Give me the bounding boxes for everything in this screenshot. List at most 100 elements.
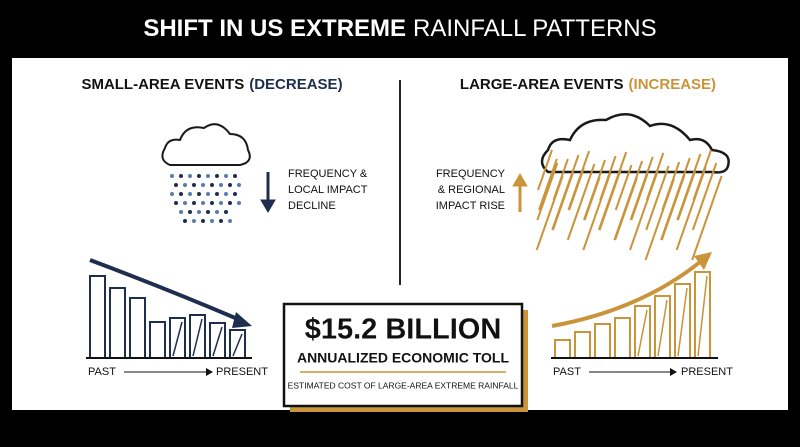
bar-hatch: [232, 333, 243, 357]
rain-dot: [183, 219, 187, 223]
rain-dot: [210, 201, 214, 205]
rain-streak: [597, 151, 628, 231]
note-line: & REGIONAL: [438, 184, 505, 196]
rain-streak: [536, 162, 559, 221]
rain-streak: [645, 152, 665, 201]
rain-dot: [179, 210, 183, 214]
note-line: DECLINE: [288, 200, 336, 212]
right-heading: LARGE-AREA EVENTS (INCREASE): [460, 76, 716, 93]
illustration-bar: [574, 331, 591, 359]
rain-dot: [219, 201, 223, 205]
illustration-bar: [554, 339, 571, 359]
rain-streak: [599, 155, 617, 201]
rain-dot: [170, 192, 174, 196]
rain-streak: [660, 157, 691, 241]
rain-dot: [219, 183, 223, 187]
rain-dot: [210, 183, 214, 187]
rain-streak: [566, 163, 596, 241]
rain-streak: [538, 158, 558, 211]
down-arrow: [260, 172, 276, 213]
rain-lines: [535, 149, 723, 261]
rain-dot: [219, 219, 223, 223]
heading: LARGE-AREA EVENTS: [460, 76, 624, 93]
bar-hatch: [697, 275, 708, 357]
note-line: IMPACT RISE: [436, 200, 505, 212]
axis-arrow-head: [206, 368, 213, 376]
rain-dot: [224, 192, 228, 196]
trend-arrow-head: [694, 252, 712, 270]
illustration-bar: [129, 297, 146, 359]
rain-dot: [174, 201, 178, 205]
rain-dot: [201, 219, 205, 223]
rain-dot: [210, 219, 214, 223]
rain-dot: [197, 210, 201, 214]
rain-streak: [676, 153, 702, 221]
illustration-bar: [594, 323, 611, 359]
small-cloud: [161, 123, 251, 166]
axis-start: PAST: [553, 366, 581, 378]
rain-streak: [614, 164, 633, 211]
rain-dot: [201, 183, 205, 187]
rain-streak: [551, 154, 580, 231]
bar-hatch: [172, 321, 183, 357]
right-bars: [551, 271, 718, 359]
rain-dot: [201, 201, 205, 205]
title-light: RAINFALL PATTERNS: [413, 15, 657, 42]
rain-dot: [237, 201, 241, 205]
note-line: FREQUENCY &: [288, 168, 368, 180]
bar-hatch: [677, 287, 688, 357]
left-note: FREQUENCY & LOCAL IMPACT DECLINE: [288, 168, 368, 212]
bar-hatch: [657, 299, 668, 357]
rain-dot: [183, 201, 187, 205]
trend-arrow: [551, 260, 702, 328]
rain-streak: [691, 175, 723, 261]
rain-dot: [224, 174, 228, 178]
illustration-bar: [109, 287, 126, 359]
bar-hatch: [192, 318, 203, 357]
trend-arrow-head: [232, 312, 252, 328]
rain-dot: [215, 192, 219, 196]
right-note: FREQUENCY & REGIONAL IMPACT RISE: [436, 168, 506, 212]
rain-streak: [691, 162, 718, 231]
rain-streak: [661, 161, 681, 211]
rain-streak: [567, 150, 591, 211]
rain-dots: [170, 174, 241, 223]
rain-dot: [188, 210, 192, 214]
callout-box: [282, 302, 524, 408]
up-arrow: [512, 173, 528, 212]
rain-dot: [215, 210, 219, 214]
left-bars: [86, 275, 252, 359]
axis-end: PRESENT: [681, 366, 733, 378]
rain-dot: [192, 219, 196, 223]
axis-arrow-head: [670, 368, 677, 376]
axis-end: PRESENT: [216, 366, 268, 378]
rain-dot: [179, 192, 183, 196]
rain-dot: [233, 192, 237, 196]
heading-tag: (DECREASE): [249, 76, 342, 93]
rain-dot: [188, 174, 192, 178]
callout-label: ANNUALIZED ECONOMIC TOLL: [297, 350, 510, 366]
rain-dot: [170, 174, 174, 178]
rain-streak: [629, 156, 654, 221]
rain-dot: [215, 174, 219, 178]
rain-streak: [645, 165, 670, 231]
rain-dot: [206, 174, 210, 178]
rain-dot: [192, 201, 196, 205]
bar-hatch: [637, 309, 648, 357]
callout-amount: $15.2 BILLION: [305, 314, 502, 346]
title-bold: SHIFT IN US EXTREME: [143, 15, 406, 42]
rain-dot: [228, 201, 232, 205]
trend-arrow: [89, 258, 241, 322]
rain-dot: [233, 174, 237, 178]
rain-dot: [224, 210, 228, 214]
illustration-bar: [89, 275, 106, 359]
rain-dot: [183, 183, 187, 187]
rain-dot: [197, 192, 201, 196]
rain-streak: [692, 149, 712, 201]
rain-dot: [179, 174, 183, 178]
rain-dot: [192, 183, 196, 187]
rain-dot: [197, 174, 201, 178]
right-axis: PAST PRESENT: [553, 366, 733, 378]
note-line: FREQUENCY: [436, 168, 506, 180]
rain-streak: [537, 149, 553, 191]
